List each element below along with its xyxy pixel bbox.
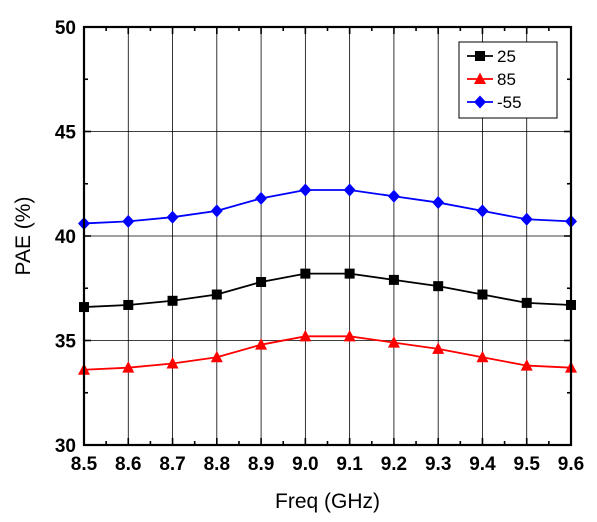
x-tick-label: 9.2 (381, 454, 407, 475)
x-tick-label: 8.5 (71, 454, 98, 475)
x-tick-label: 9.1 (336, 454, 363, 475)
data-point (476, 204, 489, 218)
y-tick-label: 45 (55, 123, 77, 144)
grid (84, 27, 571, 445)
legend-item: 25 (467, 47, 516, 66)
y-tick-label: 30 (55, 436, 76, 457)
series-line (83, 272, 572, 308)
data-point (166, 210, 179, 224)
data-point (122, 214, 135, 228)
series--55 (78, 183, 577, 230)
data-point (433, 281, 444, 292)
data-point (210, 204, 223, 218)
data-point (343, 183, 356, 197)
data-point (344, 268, 355, 279)
data-point (210, 350, 223, 363)
legend-item: -55 (467, 93, 522, 112)
x-tick-label: 9.4 (469, 454, 496, 475)
y-axis-label: PAE (%) (12, 197, 35, 276)
data-point (167, 295, 178, 306)
legend-label: 25 (497, 47, 516, 66)
legend-marker (474, 72, 486, 84)
data-point (520, 359, 533, 371)
data-point (387, 189, 400, 203)
data-point (300, 268, 311, 279)
x-tick-label: 9.0 (292, 454, 318, 475)
data-point (387, 336, 400, 348)
data-point (432, 342, 445, 354)
axis-ticks (83, 26, 572, 446)
data-point (343, 329, 356, 342)
series-85 (78, 329, 577, 375)
x-tick-label: 8.6 (115, 454, 141, 475)
x-tick-label: 8.8 (204, 454, 230, 475)
legend-label: 85 (497, 70, 516, 89)
data-point (299, 329, 312, 342)
data-point (122, 361, 135, 373)
data-point (477, 289, 488, 300)
series-line (83, 335, 572, 371)
series-line (83, 189, 572, 225)
data-point (211, 289, 222, 300)
y-tick-label: 40 (55, 227, 76, 248)
data-point (388, 274, 399, 285)
x-tick-label: 9.5 (514, 454, 541, 475)
data-point (520, 212, 533, 226)
data-point (255, 338, 268, 350)
legend-marker (475, 51, 485, 61)
series-layer (78, 183, 577, 375)
data-point (432, 196, 445, 210)
legend-item: 85 (467, 70, 516, 89)
data-point (521, 297, 532, 308)
data-point (476, 350, 489, 363)
x-tick-label: 9.3 (425, 454, 451, 475)
y-tick-label: 50 (55, 18, 76, 39)
x-axis-label: Freq (GHz) (275, 490, 380, 513)
x-tick-label: 9.6 (558, 454, 584, 475)
legend-label: -55 (497, 93, 522, 112)
legend-marker (474, 95, 486, 109)
data-point (299, 183, 312, 197)
data-point (256, 276, 267, 287)
data-point (255, 191, 268, 205)
x-tick-label: 8.9 (248, 454, 274, 475)
y-tick-label: 35 (55, 332, 77, 353)
legend: 25 85 -55 (458, 41, 558, 119)
data-point (123, 299, 134, 310)
series-25 (79, 268, 576, 313)
data-point (166, 356, 179, 369)
x-tick-label: 8.7 (159, 454, 185, 475)
tick-labels: 8.5 8.6 8.7 8.8 8.9 9.0 9.1 9.2 9.3 9.4 9.5 9.6 30 35… (55, 18, 584, 475)
